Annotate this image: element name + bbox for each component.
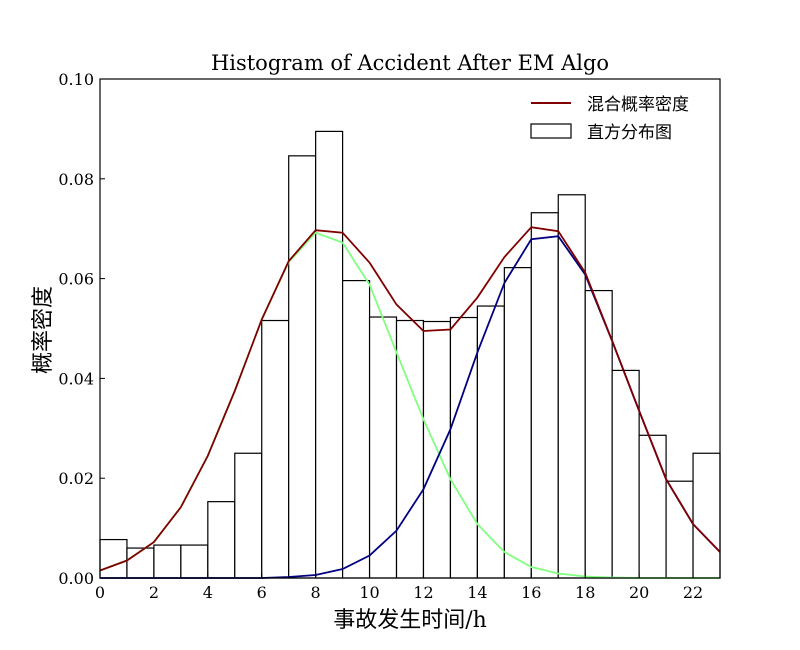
legend: 混合概率密度 直方分布图 bbox=[530, 95, 689, 143]
histogram-bar bbox=[99, 538, 128, 579]
y-tick-label: 0.04 bbox=[58, 369, 94, 388]
histogram-bar bbox=[180, 544, 209, 579]
x-tick-label: 14 bbox=[467, 583, 487, 602]
histogram-bar bbox=[288, 155, 317, 579]
histogram-bar bbox=[638, 434, 667, 579]
histogram-bar bbox=[557, 194, 586, 579]
chart-title: Histogram of Accident After EM Algo bbox=[211, 51, 609, 75]
histogram-bar bbox=[368, 316, 398, 579]
histogram-bar bbox=[449, 316, 478, 579]
x-tick-label: 2 bbox=[149, 583, 159, 602]
histogram-bar bbox=[234, 452, 263, 579]
x-tick-label: 16 bbox=[521, 583, 541, 602]
y-axis: 0.00 0.02 0.04 0.06 0.08 0.10 bbox=[58, 70, 105, 588]
histogram-bar bbox=[692, 452, 721, 579]
x-tick-label: 20 bbox=[629, 583, 649, 602]
histogram-bar bbox=[530, 212, 559, 579]
x-tick-label: 12 bbox=[413, 583, 433, 602]
histogram-bar bbox=[503, 267, 532, 579]
y-tick-label: 0.08 bbox=[58, 170, 94, 189]
plot-frame bbox=[99, 78, 721, 579]
histogram-bar bbox=[476, 305, 505, 579]
x-tick-label: 22 bbox=[683, 583, 703, 602]
legend-box-swatch bbox=[530, 123, 572, 139]
x-tick-label: 10 bbox=[359, 583, 379, 602]
histogram-bars bbox=[99, 130, 721, 579]
mixture-density-line bbox=[99, 226, 721, 572]
x-tick-label: 8 bbox=[311, 583, 321, 602]
x-tick-label: 0 bbox=[95, 583, 105, 602]
histogram-bar bbox=[395, 319, 425, 579]
histogram-bar bbox=[261, 319, 290, 579]
y-axis-label: 概率密度 bbox=[31, 286, 56, 374]
y-tick-label: 0.00 bbox=[58, 569, 94, 588]
y-tick-label: 0.06 bbox=[58, 270, 94, 289]
histogram-bar bbox=[153, 544, 182, 579]
y-tick-label: 0.10 bbox=[58, 70, 94, 89]
y-tick-label: 0.02 bbox=[58, 469, 94, 488]
x-tick-label: 4 bbox=[203, 583, 213, 602]
x-tick-label: 18 bbox=[575, 583, 595, 602]
histogram-bar bbox=[584, 289, 613, 579]
histogram-bar bbox=[207, 501, 236, 579]
histogram-bar bbox=[342, 279, 371, 579]
legend-label-mixture: 混合概率密度 bbox=[587, 95, 689, 115]
legend-label-histogram: 直方分布图 bbox=[587, 123, 672, 143]
histogram-bar bbox=[665, 480, 694, 579]
histogram-bar bbox=[126, 547, 155, 579]
histogram-bar bbox=[315, 130, 344, 579]
x-axis: 0 2 4 6 8 10 12 14 16 18 20 22 bbox=[95, 573, 703, 602]
x-axis-label: 事故发生时间/h bbox=[333, 608, 487, 633]
x-tick-label: 6 bbox=[257, 583, 267, 602]
